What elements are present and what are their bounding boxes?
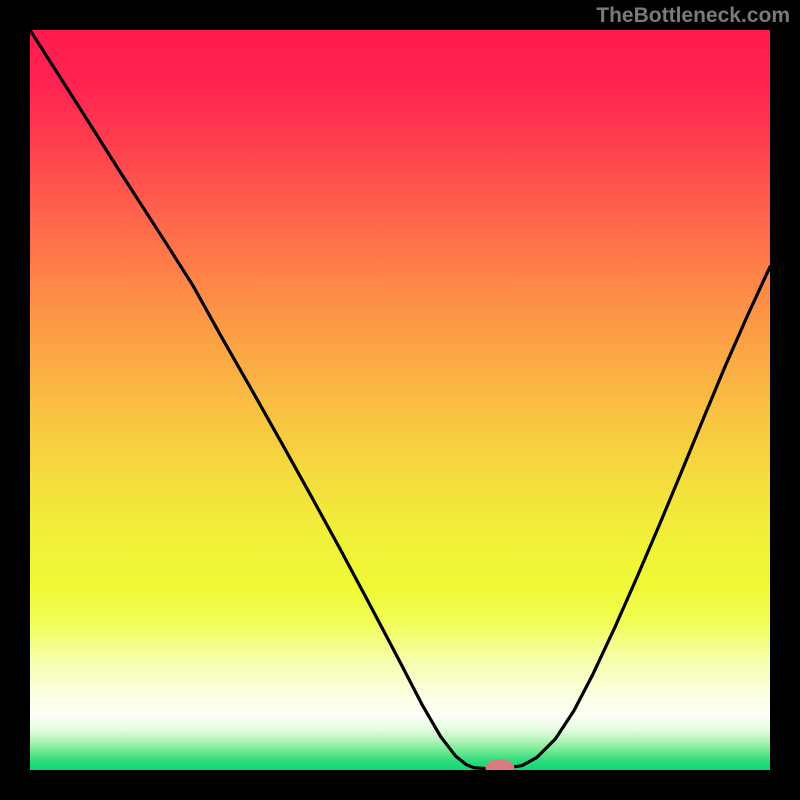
watermark-text: TheBottleneck.com [596, 4, 790, 28]
chart-svg [30, 30, 770, 770]
plot-area [30, 30, 770, 770]
chart-frame: TheBottleneck.com [0, 0, 800, 800]
